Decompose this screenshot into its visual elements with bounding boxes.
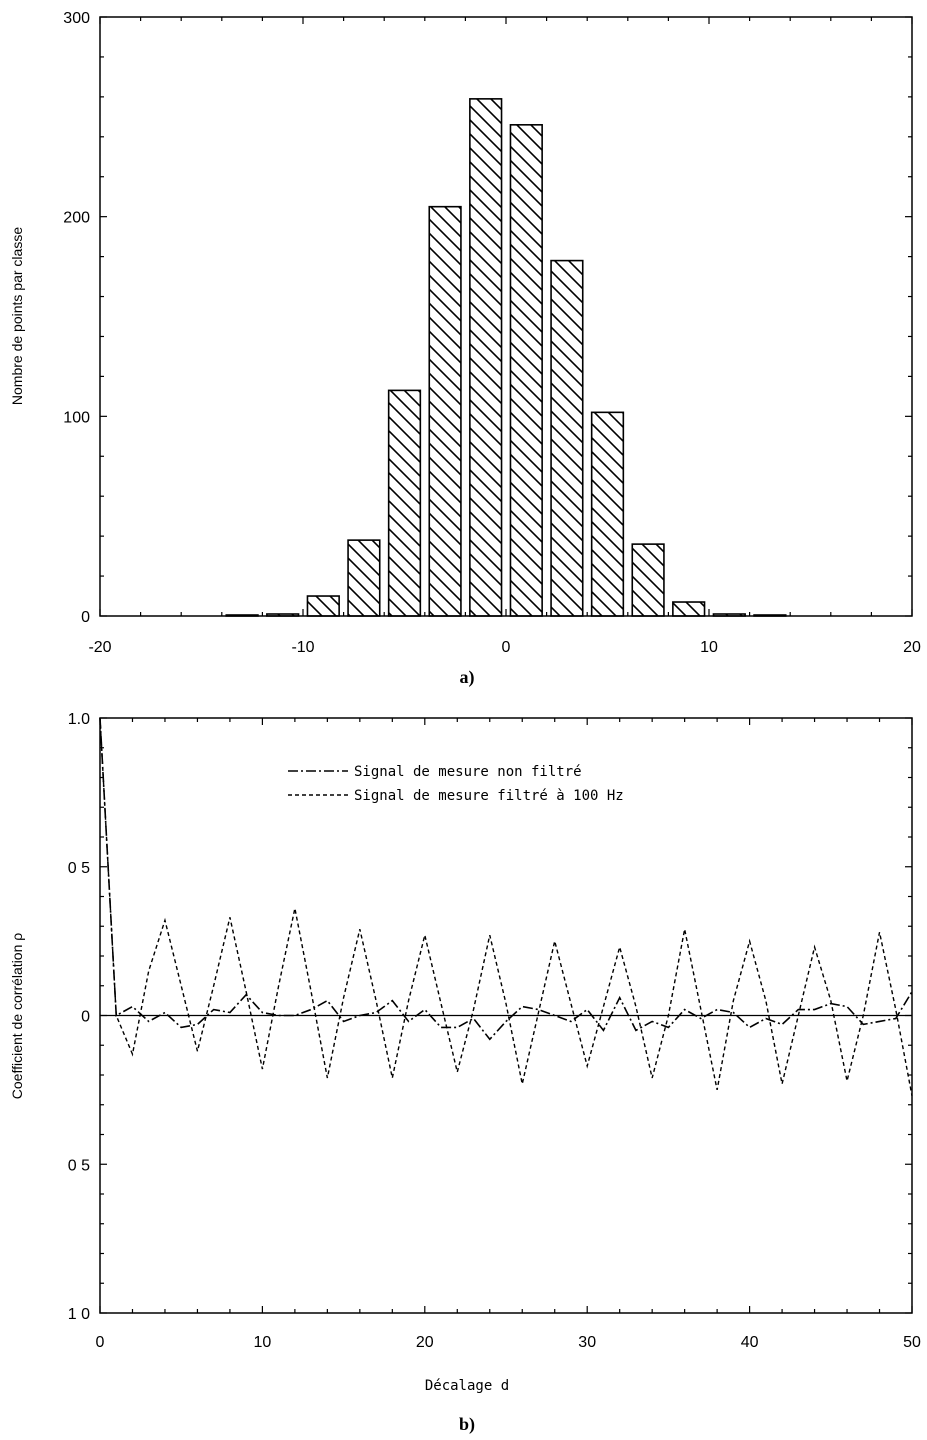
- histogram-bar: [428, 205, 462, 617]
- x-tick-label: 0: [502, 639, 511, 656]
- histogram-caption: a): [460, 667, 475, 688]
- histogram-bar: [550, 259, 584, 617]
- histogram-bar: [672, 601, 706, 617]
- correlation-legend: Signal de mesure non filtré Signal de me…: [288, 764, 624, 804]
- correlation-chart: 0 10 20 30 40 501.00 500 51 0 Signal de mesur…: [9, 711, 921, 1435]
- histogram-bar: [712, 613, 746, 617]
- histogram-bar: [631, 543, 665, 617]
- y-tick-label: 200: [63, 210, 90, 227]
- correlation-ticks: [99, 717, 913, 1314]
- y-tick-label: 0: [81, 609, 90, 626]
- x-tick-label: 0: [96, 1334, 105, 1351]
- histogram-bar: [387, 389, 422, 617]
- x-tick-label: 10: [700, 639, 718, 656]
- histogram-bar: [469, 98, 503, 617]
- y-tick-label: 1.0: [68, 711, 90, 728]
- histogram-bar: [266, 613, 300, 617]
- histogram-plot-frame: [99, 16, 913, 617]
- y-tick-label: 0: [81, 1009, 90, 1026]
- y-tick-label: 100: [63, 409, 90, 426]
- x-tick-label: 10: [254, 1334, 272, 1351]
- x-tick-label: 40: [741, 1334, 759, 1351]
- x-tick-label: -10: [291, 639, 314, 656]
- histogram-bar: [225, 614, 259, 617]
- x-tick-label: 30: [578, 1334, 596, 1351]
- histogram-ticks: [99, 16, 913, 617]
- correlation-tick-labels: 0 10 20 30 40 501.00 500 51 0: [68, 711, 921, 1351]
- y-tick-label: 300: [63, 10, 90, 27]
- x-tick-label: 20: [903, 639, 921, 656]
- series-line-2: [99, 717, 913, 1096]
- histogram-bar: [590, 411, 625, 617]
- correlation-series: [99, 717, 913, 1096]
- series-line-1: [99, 717, 913, 1041]
- y-tick-label: 0 5: [68, 1157, 90, 1174]
- histogram-bar: [753, 614, 787, 617]
- y-tick-label: 1 0: [68, 1306, 90, 1323]
- histogram-bar: [306, 595, 340, 617]
- y-tick-label: 0 5: [68, 860, 90, 877]
- correlation-x-axis-title: Décalage d: [425, 1378, 509, 1394]
- histogram-bar: [509, 124, 543, 617]
- x-tick-label: 50: [903, 1334, 921, 1351]
- legend-label-series-1: Signal de mesure non filtré: [354, 764, 582, 780]
- x-tick-label: 20: [416, 1334, 434, 1351]
- histogram-y-axis-title: Nombre de points par classe: [9, 227, 25, 405]
- histogram-bar: [347, 539, 381, 617]
- x-tick-label: -20: [88, 639, 111, 656]
- legend-label-series-2: Signal de mesure filtré à 100 Hz: [354, 788, 624, 804]
- correlation-y-axis-title: Coefficient de corrélation ρ: [9, 933, 25, 1099]
- correlation-caption: b): [459, 1414, 475, 1435]
- histogram-bars: [225, 98, 787, 617]
